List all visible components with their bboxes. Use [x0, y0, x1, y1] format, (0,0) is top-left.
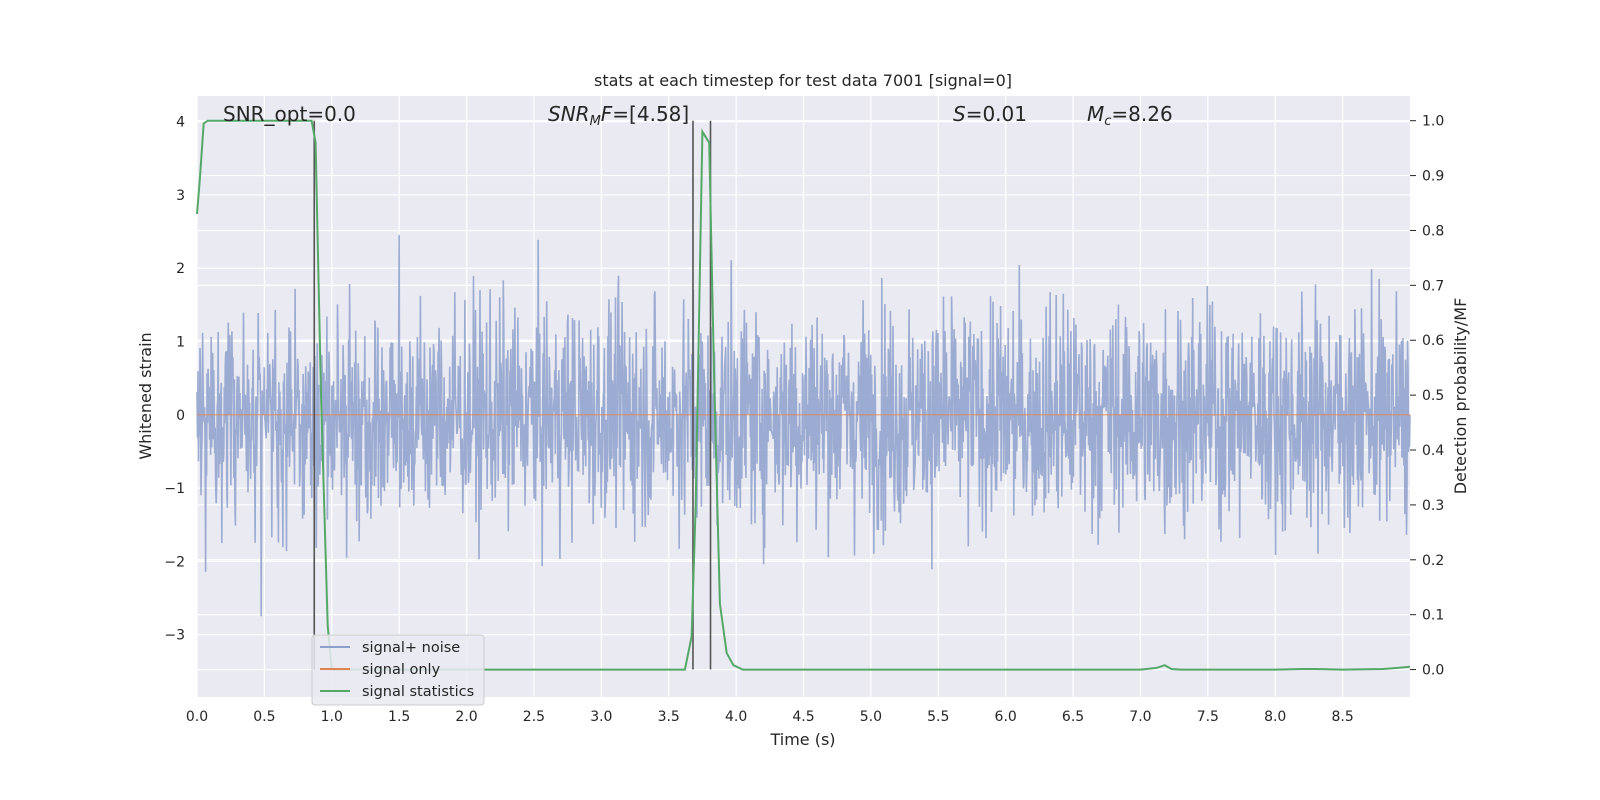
signal-statistics-line: [196, 119, 1411, 671]
x-tick-label: 4.0: [725, 709, 747, 725]
y-tick-label-left: −2: [164, 554, 185, 570]
x-tick-label: 0.5: [253, 709, 275, 725]
y-tick-label-right: 0.8: [1422, 223, 1444, 239]
x-tick-label: 7.0: [1129, 709, 1151, 725]
y-tick-label-right: 0.9: [1422, 169, 1444, 185]
y-axis-left-ticks: −3 −2 −1 0 1 2 3 4: [164, 115, 185, 644]
x-axis-ticks: 0.0 0.5 1.0 1.5 2.0 2.5 3.0 3.5 4.0 4.5 5.0 5.5 6.0 6…: [186, 709, 1354, 725]
snr-mf-annotation: SNRMF=[4.58]: [548, 102, 689, 129]
y-axis-left-label: Whitened strain: [136, 332, 155, 459]
y-tick-label-right: 0.3: [1422, 498, 1444, 514]
x-tick-label: 2.5: [523, 709, 545, 725]
x-tick-label: 3.5: [658, 709, 680, 725]
signal-statistics-series: [196, 119, 1411, 671]
x-tick-label: 7.5: [1197, 709, 1219, 725]
y-tick-label-left: 0: [176, 408, 185, 424]
x-tick-label: 1.0: [321, 709, 343, 725]
signal-noise-series: [196, 234, 1411, 617]
x-tick-label: 4.5: [792, 709, 814, 725]
mc-annotation: Mc=8.26: [1087, 102, 1173, 129]
snr-opt-annotation: SNR_opt=0.0: [223, 102, 356, 126]
y-tick-label-right: 0.4: [1422, 443, 1444, 459]
y-tick-label-right: 1.0: [1422, 114, 1444, 130]
legend: signal+ noise signal only signal statist…: [311, 634, 485, 706]
x-tick-label: 3.0: [590, 709, 612, 725]
legend-box: [311, 634, 485, 706]
x-tick-label: 5.5: [927, 709, 949, 725]
y-tick-label-left: 4: [176, 115, 185, 131]
legend-label-signal-noise: signal+ noise: [362, 640, 460, 656]
y-tick-label-left: 2: [176, 261, 185, 277]
y-tick-label-right: 0.7: [1422, 278, 1444, 294]
legend-label-signal-only: signal only: [362, 662, 441, 678]
y-tick-label-left: −3: [164, 628, 185, 644]
x-tick-label: 8.5: [1331, 709, 1353, 725]
x-tick-label: 2.0: [455, 709, 477, 725]
x-tick-label: 0.0: [186, 709, 208, 725]
y-tick-label-right: 0.2: [1422, 553, 1444, 569]
y-tick-label-left: 3: [176, 188, 185, 204]
x-tick-label: 1.5: [388, 709, 410, 725]
x-axis-label: Time (s): [769, 730, 835, 749]
x-tick-label: 6.0: [995, 709, 1017, 725]
y-axis-right-label: Detection probability/MF: [1451, 298, 1470, 495]
x-tick-label: 8.0: [1264, 709, 1286, 725]
y-tick-label-left: 1: [176, 335, 185, 351]
s-annotation: S=0.01: [953, 102, 1027, 126]
signal-noise-line: [196, 234, 1411, 617]
y-tick-label-left: −1: [164, 481, 185, 497]
x-tick-label: 5.0: [860, 709, 882, 725]
chart-title: stats at each timestep for test data 700…: [594, 71, 1012, 90]
x-tick-label: 6.5: [1062, 709, 1084, 725]
y-tick-label-right: 0.5: [1422, 388, 1444, 404]
y-tick-label-right: 0.6: [1422, 333, 1444, 349]
y-tick-label-right: 0.1: [1422, 608, 1444, 624]
y-tick-label-right: 0.0: [1422, 663, 1444, 679]
legend-label-signal-statistics: signal statistics: [362, 684, 474, 700]
y-axis-right-ticks: 0.0 0.1 0.2 0.3 0.4 0.5 0.6 0.7 0.8 0.9 1.0: [1410, 114, 1444, 679]
